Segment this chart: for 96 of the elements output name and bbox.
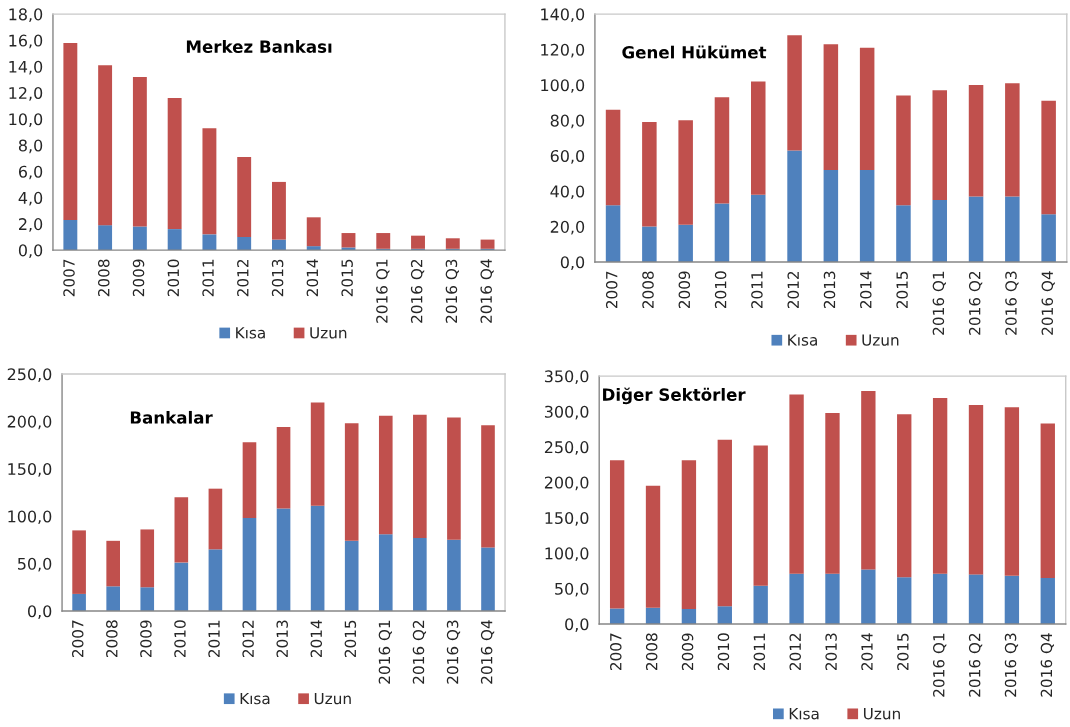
- y-tick-label: 100,0: [545, 547, 589, 562]
- x-tick-label: 2011: [753, 633, 766, 671]
- x-tick-label: 2010: [174, 620, 186, 658]
- y-tick-label: 20,0: [550, 220, 585, 235]
- x-tick-label: 2012: [237, 259, 249, 297]
- x-tick-label: 2009: [681, 633, 694, 671]
- y-tick-label: 4,0: [18, 191, 43, 206]
- x-tick-label: 2013: [823, 271, 836, 309]
- text: Bankalar: [130, 410, 213, 424]
- x-tick-label: 2009: [678, 271, 691, 309]
- x-tick-label: 2009: [132, 259, 145, 297]
- y-tick-label: 140,0: [541, 8, 585, 23]
- legend-label: Uzun: [862, 334, 899, 346]
- y-tick-label: 100,0: [541, 79, 585, 93]
- x-tick-label: 2016 Q4: [1040, 633, 1054, 697]
- x-tick-label: 2012: [787, 271, 799, 309]
- x-tick-label: 2016 Q3: [1005, 271, 1019, 335]
- x-tick-label: 2011: [202, 259, 214, 297]
- y-tick-label: 0,0: [27, 605, 52, 619]
- y-tick-label: 50,0: [555, 582, 589, 597]
- y-tick-label: 150,0: [8, 462, 52, 477]
- y-tick-label: 0,0: [565, 618, 589, 632]
- legend-label: Kısa: [789, 708, 819, 720]
- y-tick-label: 100,0: [8, 510, 52, 525]
- x-tick-label: 2011: [208, 620, 220, 658]
- y-tick-label: 16,0: [9, 34, 43, 49]
- y-tick-label: 0,0: [18, 244, 43, 259]
- x-tick-label: 2016 Q2: [968, 633, 983, 697]
- y-tick-label: 18,0: [9, 8, 43, 23]
- x-tick-label: 2015: [344, 620, 357, 658]
- y-tick-label: 8,0: [18, 139, 43, 154]
- x-tick-label: 2016 Q1: [933, 633, 947, 697]
- x-tick-label: 2007: [605, 271, 618, 309]
- x-tick-label: 2016 Q4: [1041, 271, 1055, 335]
- x-tick-label: 2014: [306, 259, 319, 297]
- y-tick-label: 0,0: [560, 256, 585, 270]
- x-tick-label: 2013: [276, 620, 288, 658]
- x-tick-label: 2016 Q2: [968, 271, 983, 335]
- x-tick-label: 2008: [642, 271, 654, 309]
- x-tick-label: 2016 Q4: [480, 259, 494, 323]
- y-tick-label: 200,0: [544, 476, 589, 491]
- x-tick-label: 2010: [714, 271, 727, 309]
- x-tick-label: 2007: [71, 620, 84, 658]
- text: Merkez Bankası: [186, 40, 332, 53]
- x-tick-label: 2016 Q3: [1004, 633, 1019, 697]
- x-tick-label: 2014: [310, 620, 323, 658]
- y-tick-label: 120,0: [541, 43, 585, 58]
- legend-label: Kısa: [788, 334, 817, 346]
- x-tick-label: 2016 Q1: [378, 620, 392, 684]
- x-tick-label: 2013: [271, 259, 284, 297]
- x-tick-label: 2012: [242, 620, 254, 658]
- x-tick-label: 2016 Q3: [445, 259, 459, 323]
- x-tick-label: 2014: [860, 271, 872, 309]
- x-tick-label: 2016 Q2: [410, 259, 425, 323]
- x-tick-label: 2016 Q1: [932, 271, 946, 335]
- x-tick-label: 2013: [825, 633, 837, 671]
- y-tick-label: 250,0: [7, 368, 52, 382]
- legend-label: Uzun: [314, 692, 351, 705]
- x-tick-label: 2016 Q4: [480, 620, 495, 684]
- y-tick-label: 10,0: [9, 113, 43, 127]
- y-tick-label: 250,0: [544, 441, 589, 455]
- legend-label: Uzun: [310, 327, 347, 339]
- text: Diğer Sektörler: [603, 387, 746, 405]
- y-tick-label: 300,0: [544, 405, 589, 420]
- x-tick-label: 2008: [645, 633, 658, 671]
- y-tick-label: 60,0: [550, 149, 585, 164]
- x-tick-label: 2009: [140, 620, 152, 658]
- legend-label: Kısa: [236, 327, 265, 339]
- y-tick-label: 40,0: [550, 185, 585, 200]
- text: Genel Hükümet: [622, 45, 767, 59]
- legend-label: Kısa: [240, 692, 270, 705]
- y-tick-label: 12,0: [9, 86, 43, 101]
- x-tick-label: 2014: [861, 633, 873, 671]
- y-tick-label: 200,0: [7, 415, 52, 430]
- x-tick-label: 2011: [751, 271, 763, 309]
- x-tick-label: 2008: [106, 620, 118, 658]
- x-tick-label: 2015: [897, 633, 909, 671]
- y-tick-label: 50,0: [18, 557, 52, 572]
- x-tick-label: 2008: [97, 259, 110, 297]
- x-tick-label: 2015: [896, 271, 908, 309]
- y-tick-label: 2,0: [19, 218, 43, 232]
- x-tick-label: 2012: [789, 633, 802, 671]
- legend-label: Uzun: [863, 708, 900, 720]
- x-tick-label: 2016 Q2: [412, 620, 427, 684]
- x-tick-label: 2010: [717, 633, 730, 671]
- x-tick-label: 2016 Q1: [376, 259, 390, 323]
- x-tick-label: 2010: [167, 259, 180, 297]
- x-tick-label: 2007: [63, 259, 75, 297]
- y-tick-label: 80,0: [550, 114, 585, 129]
- x-tick-label: 2007: [610, 633, 622, 671]
- x-tick-label: 2015: [341, 259, 353, 297]
- y-tick-label: 350,0: [544, 370, 589, 384]
- x-tick-label: 2016 Q3: [446, 620, 461, 684]
- y-tick-label: 150,0: [545, 511, 589, 526]
- y-tick-label: 6,0: [18, 165, 43, 180]
- y-tick-label: 14,0: [9, 60, 43, 75]
